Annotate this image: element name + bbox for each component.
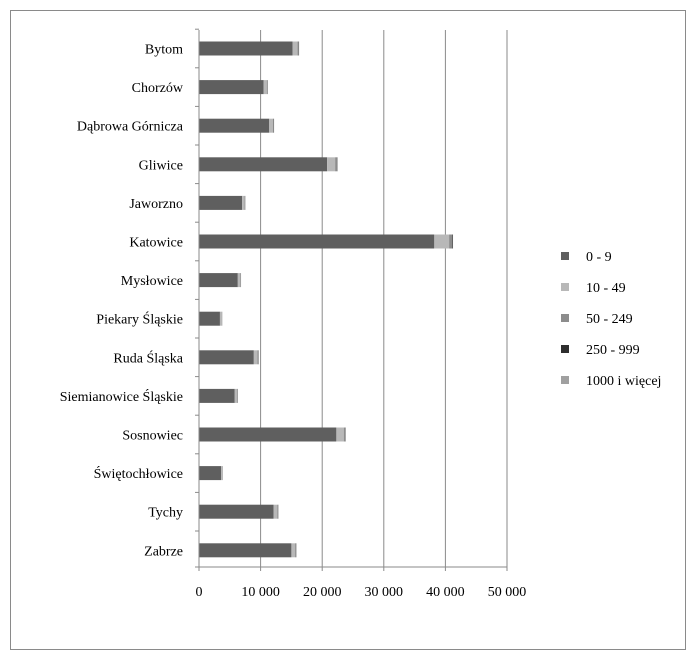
bar-jaworzno-series-1 [242, 196, 244, 210]
bar-katowice-series-1 [434, 235, 449, 249]
category-label: Tychy [148, 506, 183, 521]
category-label: Zabrze [144, 544, 183, 559]
bar-chorzów-series-2 [267, 80, 268, 94]
bar-gliwice-series-2 [335, 157, 337, 171]
bar-mysłowice-series-1 [238, 273, 240, 287]
bar-tychy-series-2 [277, 505, 278, 519]
bar-sosnowiec-series-1 [336, 428, 343, 442]
bar-gliwice-series-0 [199, 157, 327, 171]
bar-katowice-series-3 [452, 235, 453, 249]
category-label: Jaworzno [129, 197, 183, 212]
legend-label: 1000 i więcej [586, 374, 661, 389]
bar-siemianowice-śląskie-series-1 [235, 389, 237, 403]
x-tick-label: 50 000 [488, 585, 527, 600]
legend-label: 10 - 49 [586, 281, 626, 296]
bar-katowice-series-2 [449, 235, 452, 249]
category-labels: Bytom Chorzów Dąbrowa Górnicza Gliwice Jawor… [60, 43, 184, 560]
bar-świętochłowice-series-1 [221, 466, 222, 480]
bar-bytom-series-2 [298, 42, 299, 56]
bar-ruda-śląska-series-0 [199, 350, 254, 364]
legend-label: 50 - 249 [586, 312, 633, 327]
bar-bytom-series-1 [293, 42, 298, 56]
bar-sosnowiec-series-2 [344, 428, 346, 442]
x-tick-label: 0 [196, 585, 203, 600]
category-label: Sosnowiec [122, 429, 183, 444]
bar-zabrze-series-1 [291, 543, 295, 557]
category-label: Gliwice [139, 158, 183, 173]
bar-tychy-series-0 [199, 505, 274, 519]
category-label: Świętochłowice [94, 465, 183, 482]
bar-mysłowice-series-2 [240, 273, 241, 287]
bar-świętochłowice-series-0 [199, 466, 221, 480]
bar-gliwice-series-1 [327, 157, 335, 171]
bar-piekary-śląskie-series-0 [199, 312, 220, 326]
legend-swatch [561, 283, 569, 291]
x-tick-label: 30 000 [365, 585, 404, 600]
bar-jaworzno-series-0 [199, 196, 242, 210]
category-label: Piekary Śląskie [96, 311, 183, 328]
legend-swatch [561, 345, 569, 353]
bar-chorzów-series-1 [264, 80, 267, 94]
x-tick-label: 20 000 [303, 585, 342, 600]
grid-lines [261, 30, 507, 567]
stacked-bar-chart: Bytom Chorzów Dąbrowa Górnicza Gliwice Jawor… [0, 0, 694, 618]
legend-label: 0 - 9 [586, 250, 612, 265]
bar-chorzów-series-0 [199, 80, 264, 94]
category-label: Mysłowice [121, 274, 183, 289]
legend-swatch [561, 376, 569, 384]
bar-siemianowice-śląskie-series-0 [199, 389, 235, 403]
x-tick-label: 10 000 [241, 585, 280, 600]
bar-zabrze-series-2 [295, 543, 296, 557]
x-tick-label: 40 000 [426, 585, 465, 600]
bar-bytom-series-0 [199, 42, 293, 56]
bar-jaworzno-series-2 [245, 196, 246, 210]
legend-swatch [561, 314, 569, 322]
bar-ruda-śląska-series-1 [254, 350, 258, 364]
bar-katowice-series-0 [199, 235, 434, 249]
x-tick-labels: 0 10 000 20 000 30 000 40 000 50 000 [196, 585, 527, 600]
category-label: Chorzów [132, 81, 184, 96]
legend-swatch [561, 252, 569, 260]
axes [195, 29, 507, 571]
bar-zabrze-series-0 [199, 543, 291, 557]
category-label: Ruda Śląska [113, 349, 183, 366]
bar-sosnowiec-series-0 [199, 428, 336, 442]
bar-ruda-śląska-series-2 [258, 350, 259, 364]
legend: 0 - 9 10 - 49 50 - 249 250 - 999 1000 i więc… [561, 250, 661, 389]
bar-mysłowice-series-0 [199, 273, 238, 287]
category-label: Katowice [129, 236, 183, 251]
bar-dąbrowa-górnicza-series-0 [199, 119, 269, 133]
bar-piekary-śląskie-series-1 [220, 312, 222, 326]
bar-dąbrowa-górnicza-series-1 [269, 119, 273, 133]
bars [199, 42, 453, 558]
category-label: Bytom [145, 43, 183, 58]
bar-dąbrowa-górnicza-series-2 [273, 119, 274, 133]
category-label: Dąbrowa Górnicza [77, 120, 184, 135]
category-label: Siemianowice Śląskie [60, 388, 183, 405]
legend-label: 250 - 999 [586, 343, 640, 358]
bar-siemianowice-śląskie-series-2 [237, 389, 238, 403]
bar-tychy-series-1 [274, 505, 278, 519]
